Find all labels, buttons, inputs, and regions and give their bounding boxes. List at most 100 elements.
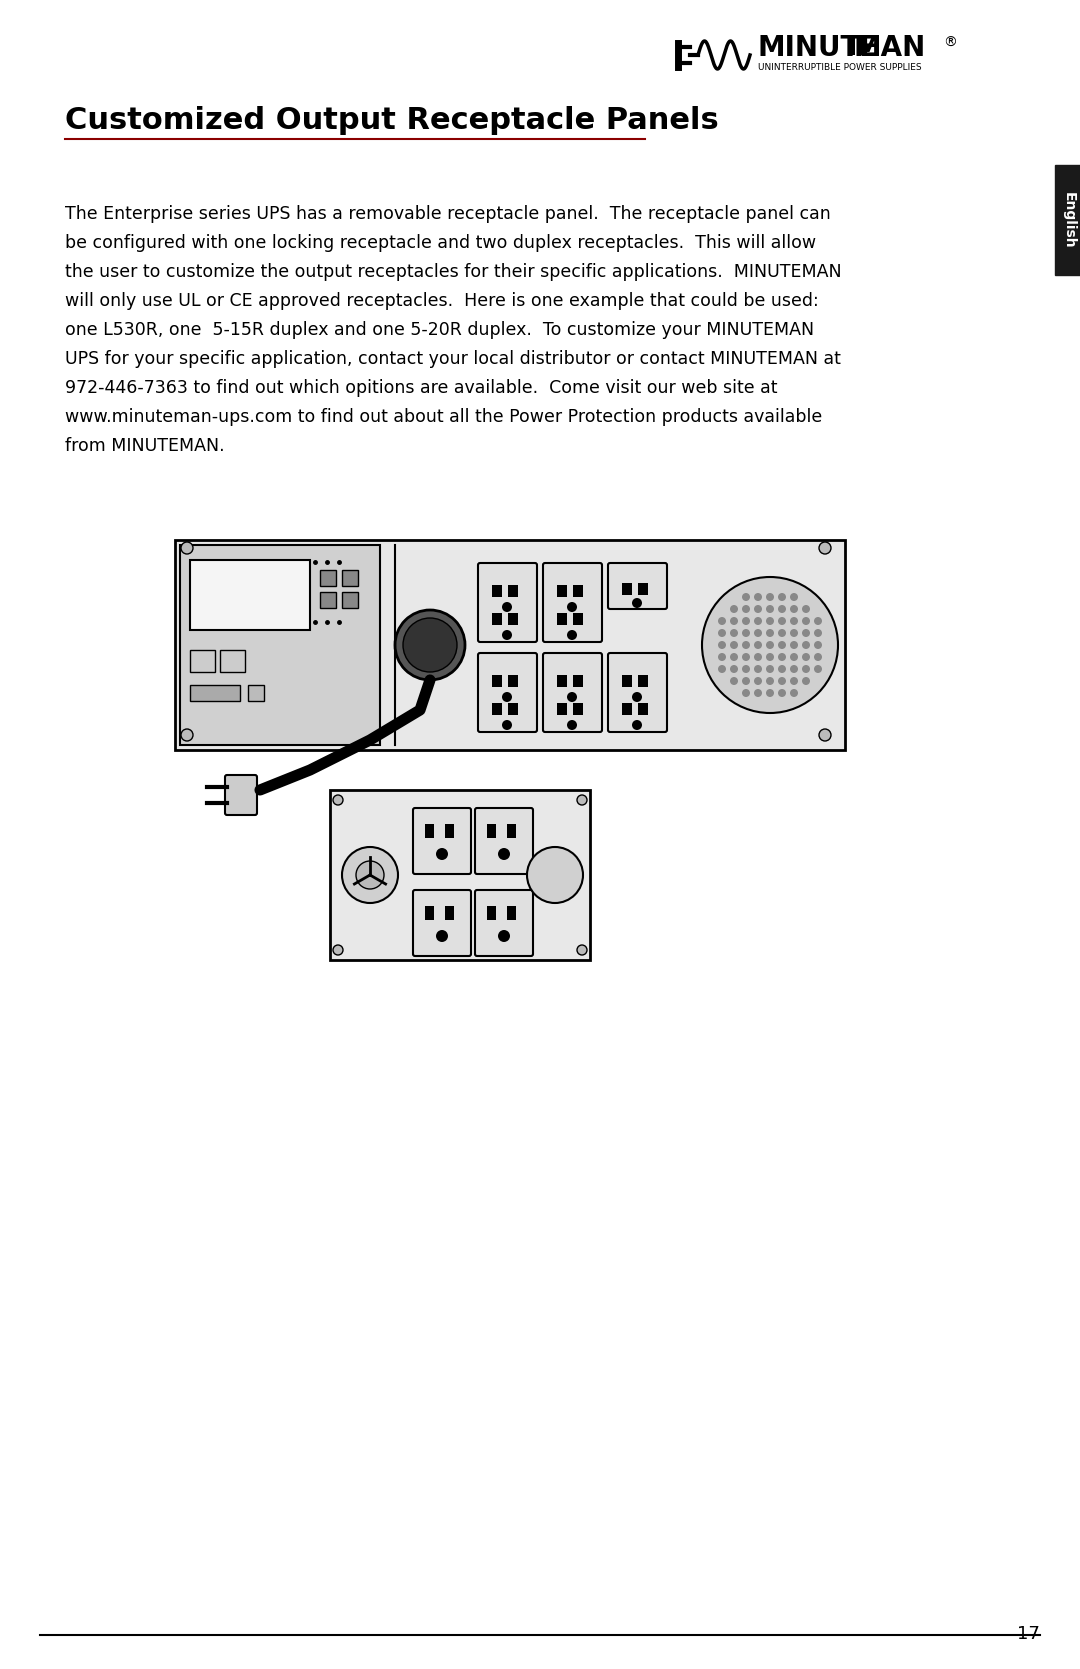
FancyBboxPatch shape — [622, 703, 632, 714]
Circle shape — [577, 794, 588, 804]
Circle shape — [789, 592, 798, 601]
Circle shape — [778, 653, 786, 661]
Text: English: English — [1062, 192, 1076, 249]
Circle shape — [814, 618, 822, 624]
Circle shape — [742, 618, 750, 624]
Text: Ⅱ: Ⅱ — [848, 37, 864, 60]
Text: Customized Output Receptacle Panels: Customized Output Receptacle Panels — [65, 107, 719, 135]
Circle shape — [754, 641, 762, 649]
Circle shape — [778, 664, 786, 673]
FancyBboxPatch shape — [622, 582, 632, 596]
Circle shape — [754, 618, 762, 624]
Circle shape — [632, 719, 642, 729]
FancyBboxPatch shape — [543, 562, 602, 643]
FancyBboxPatch shape — [320, 592, 336, 608]
FancyBboxPatch shape — [478, 562, 537, 643]
FancyBboxPatch shape — [492, 586, 502, 598]
Text: www.minuteman-ups.com to find out about all the Power Protection products availa: www.minuteman-ups.com to find out about … — [65, 407, 822, 426]
Circle shape — [766, 664, 774, 673]
Circle shape — [814, 629, 822, 638]
Circle shape — [802, 618, 810, 624]
Circle shape — [502, 629, 512, 639]
FancyBboxPatch shape — [475, 808, 534, 875]
FancyBboxPatch shape — [190, 649, 215, 673]
Circle shape — [802, 678, 810, 684]
Circle shape — [742, 604, 750, 613]
Circle shape — [766, 604, 774, 613]
Text: 17: 17 — [1017, 1626, 1040, 1642]
Circle shape — [632, 598, 642, 608]
FancyBboxPatch shape — [225, 774, 257, 814]
Circle shape — [181, 729, 193, 741]
FancyBboxPatch shape — [507, 906, 516, 920]
Circle shape — [403, 618, 457, 673]
Text: the user to customize the output receptacles for their specific applications.  M: the user to customize the output recepta… — [65, 264, 841, 280]
FancyBboxPatch shape — [342, 592, 357, 608]
Circle shape — [766, 592, 774, 601]
FancyBboxPatch shape — [320, 571, 336, 586]
FancyBboxPatch shape — [248, 684, 264, 701]
Circle shape — [819, 542, 831, 554]
Circle shape — [778, 689, 786, 698]
Circle shape — [802, 653, 810, 661]
FancyBboxPatch shape — [622, 674, 632, 688]
Circle shape — [742, 664, 750, 673]
Text: 972-446-7363 to find out which opitions are available.  Come visit our web site : 972-446-7363 to find out which opitions … — [65, 379, 778, 397]
Circle shape — [718, 629, 726, 638]
FancyBboxPatch shape — [557, 586, 567, 598]
Text: The Enterprise series UPS has a removable receptacle panel.  The receptacle pane: The Enterprise series UPS has a removabl… — [65, 205, 831, 224]
Circle shape — [778, 604, 786, 613]
Circle shape — [527, 846, 583, 903]
Circle shape — [567, 603, 577, 613]
Circle shape — [333, 794, 343, 804]
FancyBboxPatch shape — [180, 546, 380, 744]
Circle shape — [802, 664, 810, 673]
Circle shape — [814, 641, 822, 649]
Circle shape — [754, 664, 762, 673]
Circle shape — [789, 604, 798, 613]
Circle shape — [766, 618, 774, 624]
FancyBboxPatch shape — [573, 703, 583, 714]
Circle shape — [567, 719, 577, 729]
Text: UNINTERRUPTIBLE POWER SUPPLIES: UNINTERRUPTIBLE POWER SUPPLIES — [758, 63, 921, 72]
FancyBboxPatch shape — [445, 824, 454, 838]
Circle shape — [802, 629, 810, 638]
Circle shape — [730, 678, 738, 684]
Circle shape — [730, 618, 738, 624]
Circle shape — [814, 664, 822, 673]
Circle shape — [742, 678, 750, 684]
Circle shape — [356, 861, 384, 890]
FancyBboxPatch shape — [413, 890, 471, 956]
Circle shape — [632, 693, 642, 703]
Circle shape — [754, 689, 762, 698]
FancyBboxPatch shape — [478, 653, 537, 733]
Text: MAN: MAN — [853, 33, 926, 62]
Circle shape — [754, 629, 762, 638]
Circle shape — [814, 653, 822, 661]
Circle shape — [718, 618, 726, 624]
FancyBboxPatch shape — [426, 824, 434, 838]
FancyBboxPatch shape — [557, 674, 567, 688]
Circle shape — [789, 664, 798, 673]
Circle shape — [766, 653, 774, 661]
Text: ®: ® — [943, 37, 957, 50]
FancyBboxPatch shape — [492, 613, 502, 624]
Circle shape — [498, 930, 510, 941]
Circle shape — [730, 653, 738, 661]
Circle shape — [742, 689, 750, 698]
FancyBboxPatch shape — [475, 890, 534, 956]
FancyBboxPatch shape — [330, 789, 590, 960]
Text: be configured with one locking receptacle and two duplex receptacles.  This will: be configured with one locking receptacl… — [65, 234, 816, 252]
Circle shape — [778, 592, 786, 601]
Text: one L530R, one  5-15R duplex and one 5-20R duplex.  To customize your MINUTEMAN: one L530R, one 5-15R duplex and one 5-20… — [65, 320, 814, 339]
Circle shape — [789, 618, 798, 624]
FancyBboxPatch shape — [190, 684, 240, 701]
Circle shape — [754, 653, 762, 661]
Circle shape — [502, 693, 512, 703]
FancyBboxPatch shape — [573, 674, 583, 688]
Circle shape — [718, 653, 726, 661]
FancyBboxPatch shape — [190, 561, 310, 629]
Circle shape — [789, 653, 798, 661]
FancyBboxPatch shape — [507, 824, 516, 838]
Circle shape — [819, 729, 831, 741]
